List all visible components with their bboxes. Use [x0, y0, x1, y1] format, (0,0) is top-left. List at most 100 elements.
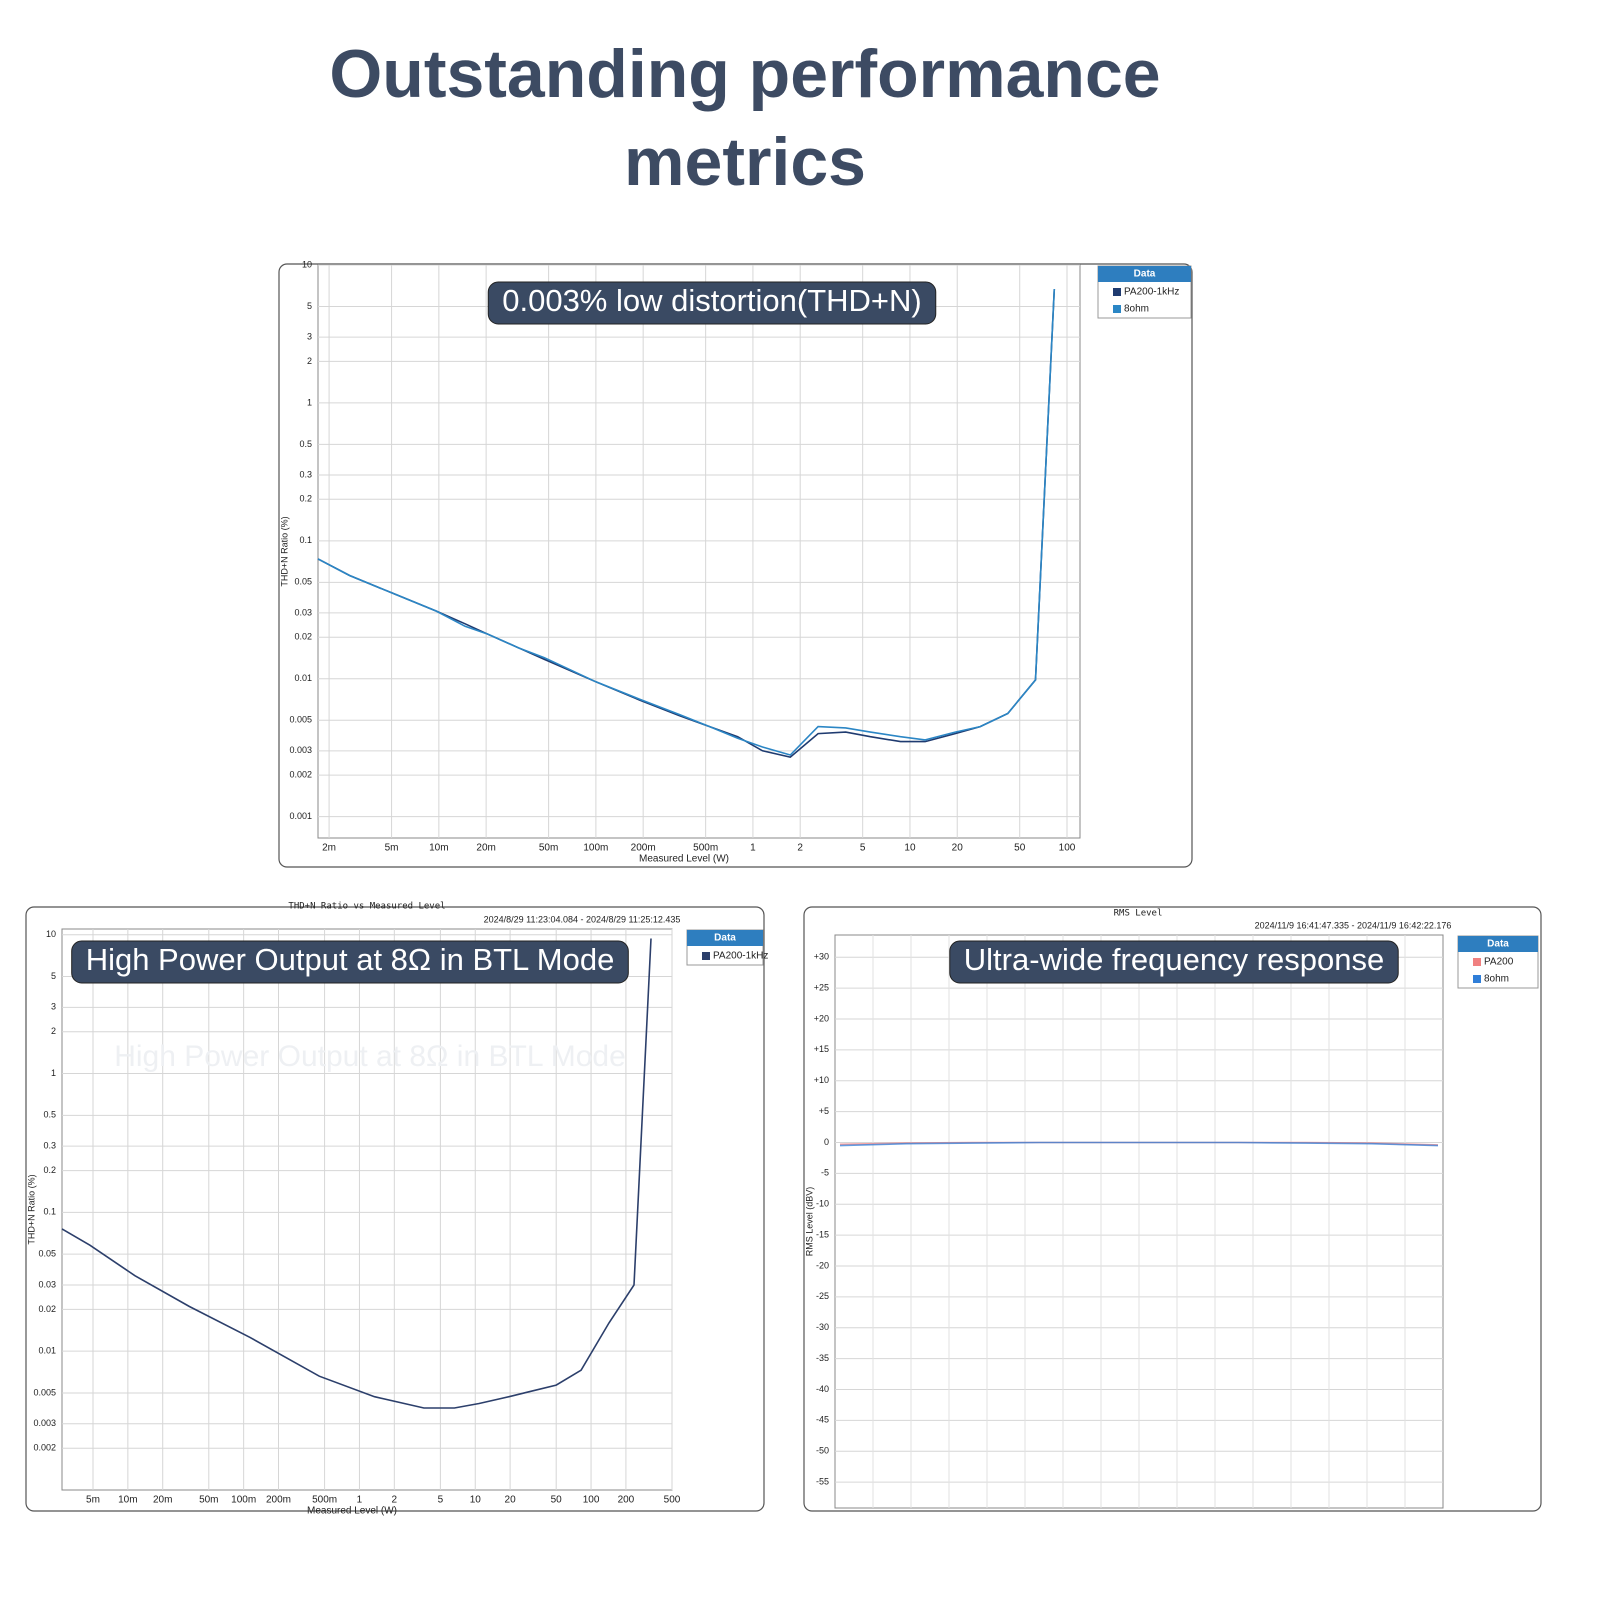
y-tick-label: 5 [307, 301, 312, 311]
legend-header [1098, 266, 1191, 282]
y-tick-label: 0.005 [33, 1387, 56, 1397]
timestamp: 2024/11/9 16:41:47.335 - 2024/11/9 16:42… [1255, 920, 1452, 930]
legend-label: 8ohm [1484, 974, 1509, 985]
x-tick-label: 200m [266, 1495, 291, 1506]
x-tick-label: 2 [797, 843, 803, 854]
legend-label: PA200 [1484, 957, 1514, 968]
x-tick-label: 1 [357, 1495, 363, 1506]
legend-header [1458, 936, 1538, 952]
legend-swatch [1113, 305, 1121, 313]
y-tick-label: 0.02 [38, 1304, 56, 1314]
y-tick-label: 0.005 [289, 715, 312, 725]
chart-title: THD+N Ratio vs Measured Level [288, 902, 445, 912]
x-tick-label: 100 [1059, 843, 1076, 854]
y-tick-label: -55 [816, 1476, 829, 1486]
legend-label: 8ohm [1124, 304, 1149, 315]
y-tick-label: 0.03 [38, 1279, 56, 1289]
legend-title: Data [714, 933, 736, 944]
y-tick-label: 0.1 [43, 1207, 56, 1217]
chart-title: RMS Level [1114, 909, 1163, 919]
y-tick-label: 1 [51, 1068, 56, 1078]
series-line [317, 288, 1056, 758]
y-tick-label: 0.05 [38, 1249, 56, 1259]
y-tick-label: 10 [46, 929, 56, 939]
y-tick-label: -15 [816, 1229, 829, 1239]
x-tick-label: 200 [618, 1495, 635, 1506]
x-tick-label: 50 [551, 1495, 563, 1506]
legend-title: Data [1487, 939, 1509, 950]
y-tick-label: 0 [824, 1137, 829, 1147]
x-tick-label: 10 [904, 843, 916, 854]
y-tick-label: -10 [816, 1199, 829, 1209]
x-tick-label: 50m [539, 843, 558, 854]
annotation: 0.003% low distortion(THD+N) [487, 281, 937, 325]
annotation-box [487, 281, 937, 325]
y-tick-label: +30 [814, 952, 829, 962]
y-tick-label: +15 [814, 1044, 829, 1054]
x-tick-label: 500m [312, 1495, 337, 1506]
x-tick-label: 10m [429, 843, 448, 854]
page-title: Outstanding performance metrics [329, 36, 1161, 200]
legend-swatch [1473, 975, 1481, 983]
y-axis-label: THD+N Ratio (%) [279, 516, 289, 586]
y-tick-label: 10 [302, 259, 312, 269]
x-tick-label: 10 [470, 1495, 482, 1506]
y-tick-label: 2 [51, 1026, 56, 1036]
series-line [61, 938, 652, 1409]
series-line [839, 1141, 1439, 1147]
y-tick-label: -35 [816, 1353, 829, 1363]
x-tick-label: 5 [860, 843, 866, 854]
y-tick-label: -20 [816, 1260, 829, 1270]
x-axis-label: Measured Level (W) [307, 1506, 397, 1517]
legend-title: Data [1134, 269, 1156, 280]
plot-area [61, 928, 673, 1491]
x-tick-label: 10m [118, 1495, 137, 1506]
annotation-text: High Power Output at 8Ω in BTL Mode [86, 942, 615, 977]
y-axis-label: RMS Level (dBV) [804, 1187, 814, 1257]
x-tick-label: 2m [322, 843, 336, 854]
y-tick-label: 0.003 [33, 1418, 56, 1428]
y-tick-label: -45 [816, 1415, 829, 1425]
x-tick-label: 1 [750, 843, 756, 854]
x-axis-label: Measured Level (W) [639, 854, 729, 865]
y-tick-label: 0.5 [43, 1110, 56, 1120]
y-tick-label: 0.001 [289, 811, 312, 821]
annotation-box [71, 940, 629, 984]
y-tick-label: 0.1 [299, 535, 312, 545]
legend-label: PA200-1kHz [713, 951, 768, 962]
x-tick-label: 20m [476, 843, 495, 854]
y-tick-label: +10 [814, 1075, 829, 1085]
legend-label: PA200-1kHz [1124, 287, 1179, 298]
y-tick-label: 0.01 [294, 673, 312, 683]
y-tick-label: 0.002 [289, 769, 312, 779]
timestamp: 2024/8/29 11:23:04.084 - 2024/8/29 11:25… [484, 914, 681, 924]
y-tick-label: -5 [821, 1168, 829, 1178]
watermark: High Power Output at 8Ω in BTL Mode [114, 1040, 626, 1073]
y-tick-label: 1 [307, 397, 312, 407]
y-tick-label: 0.5 [299, 439, 312, 449]
x-tick-label: 100m [583, 843, 608, 854]
x-tick-label: 2 [392, 1495, 398, 1506]
y-tick-label: 0.003 [289, 745, 312, 755]
y-tick-label: -30 [816, 1322, 829, 1332]
y-tick-label: +5 [819, 1106, 829, 1116]
x-tick-label: 50m [199, 1495, 218, 1506]
y-tick-label: 0.3 [299, 469, 312, 479]
y-tick-label: +25 [814, 982, 829, 992]
y-tick-label: 0.2 [43, 1165, 56, 1175]
annotation-text: 0.003% low distortion(THD+N) [502, 283, 922, 318]
series-line [317, 288, 1056, 756]
y-tick-label: 3 [51, 1002, 56, 1012]
y-tick-label: 5 [51, 971, 56, 981]
y-tick-label: -50 [816, 1446, 829, 1456]
legend-header [687, 930, 763, 946]
x-tick-label: 500 [664, 1495, 681, 1506]
y-tick-label: 0.3 [43, 1141, 56, 1151]
x-tick-label: 100m [231, 1495, 256, 1506]
y-tick-label: 2 [307, 356, 312, 366]
y-axis-label: THD+N Ratio (%) [26, 1174, 36, 1244]
x-tick-label: 50 [1014, 843, 1026, 854]
x-tick-label: 100 [583, 1495, 600, 1506]
x-tick-label: 5m [86, 1495, 100, 1506]
